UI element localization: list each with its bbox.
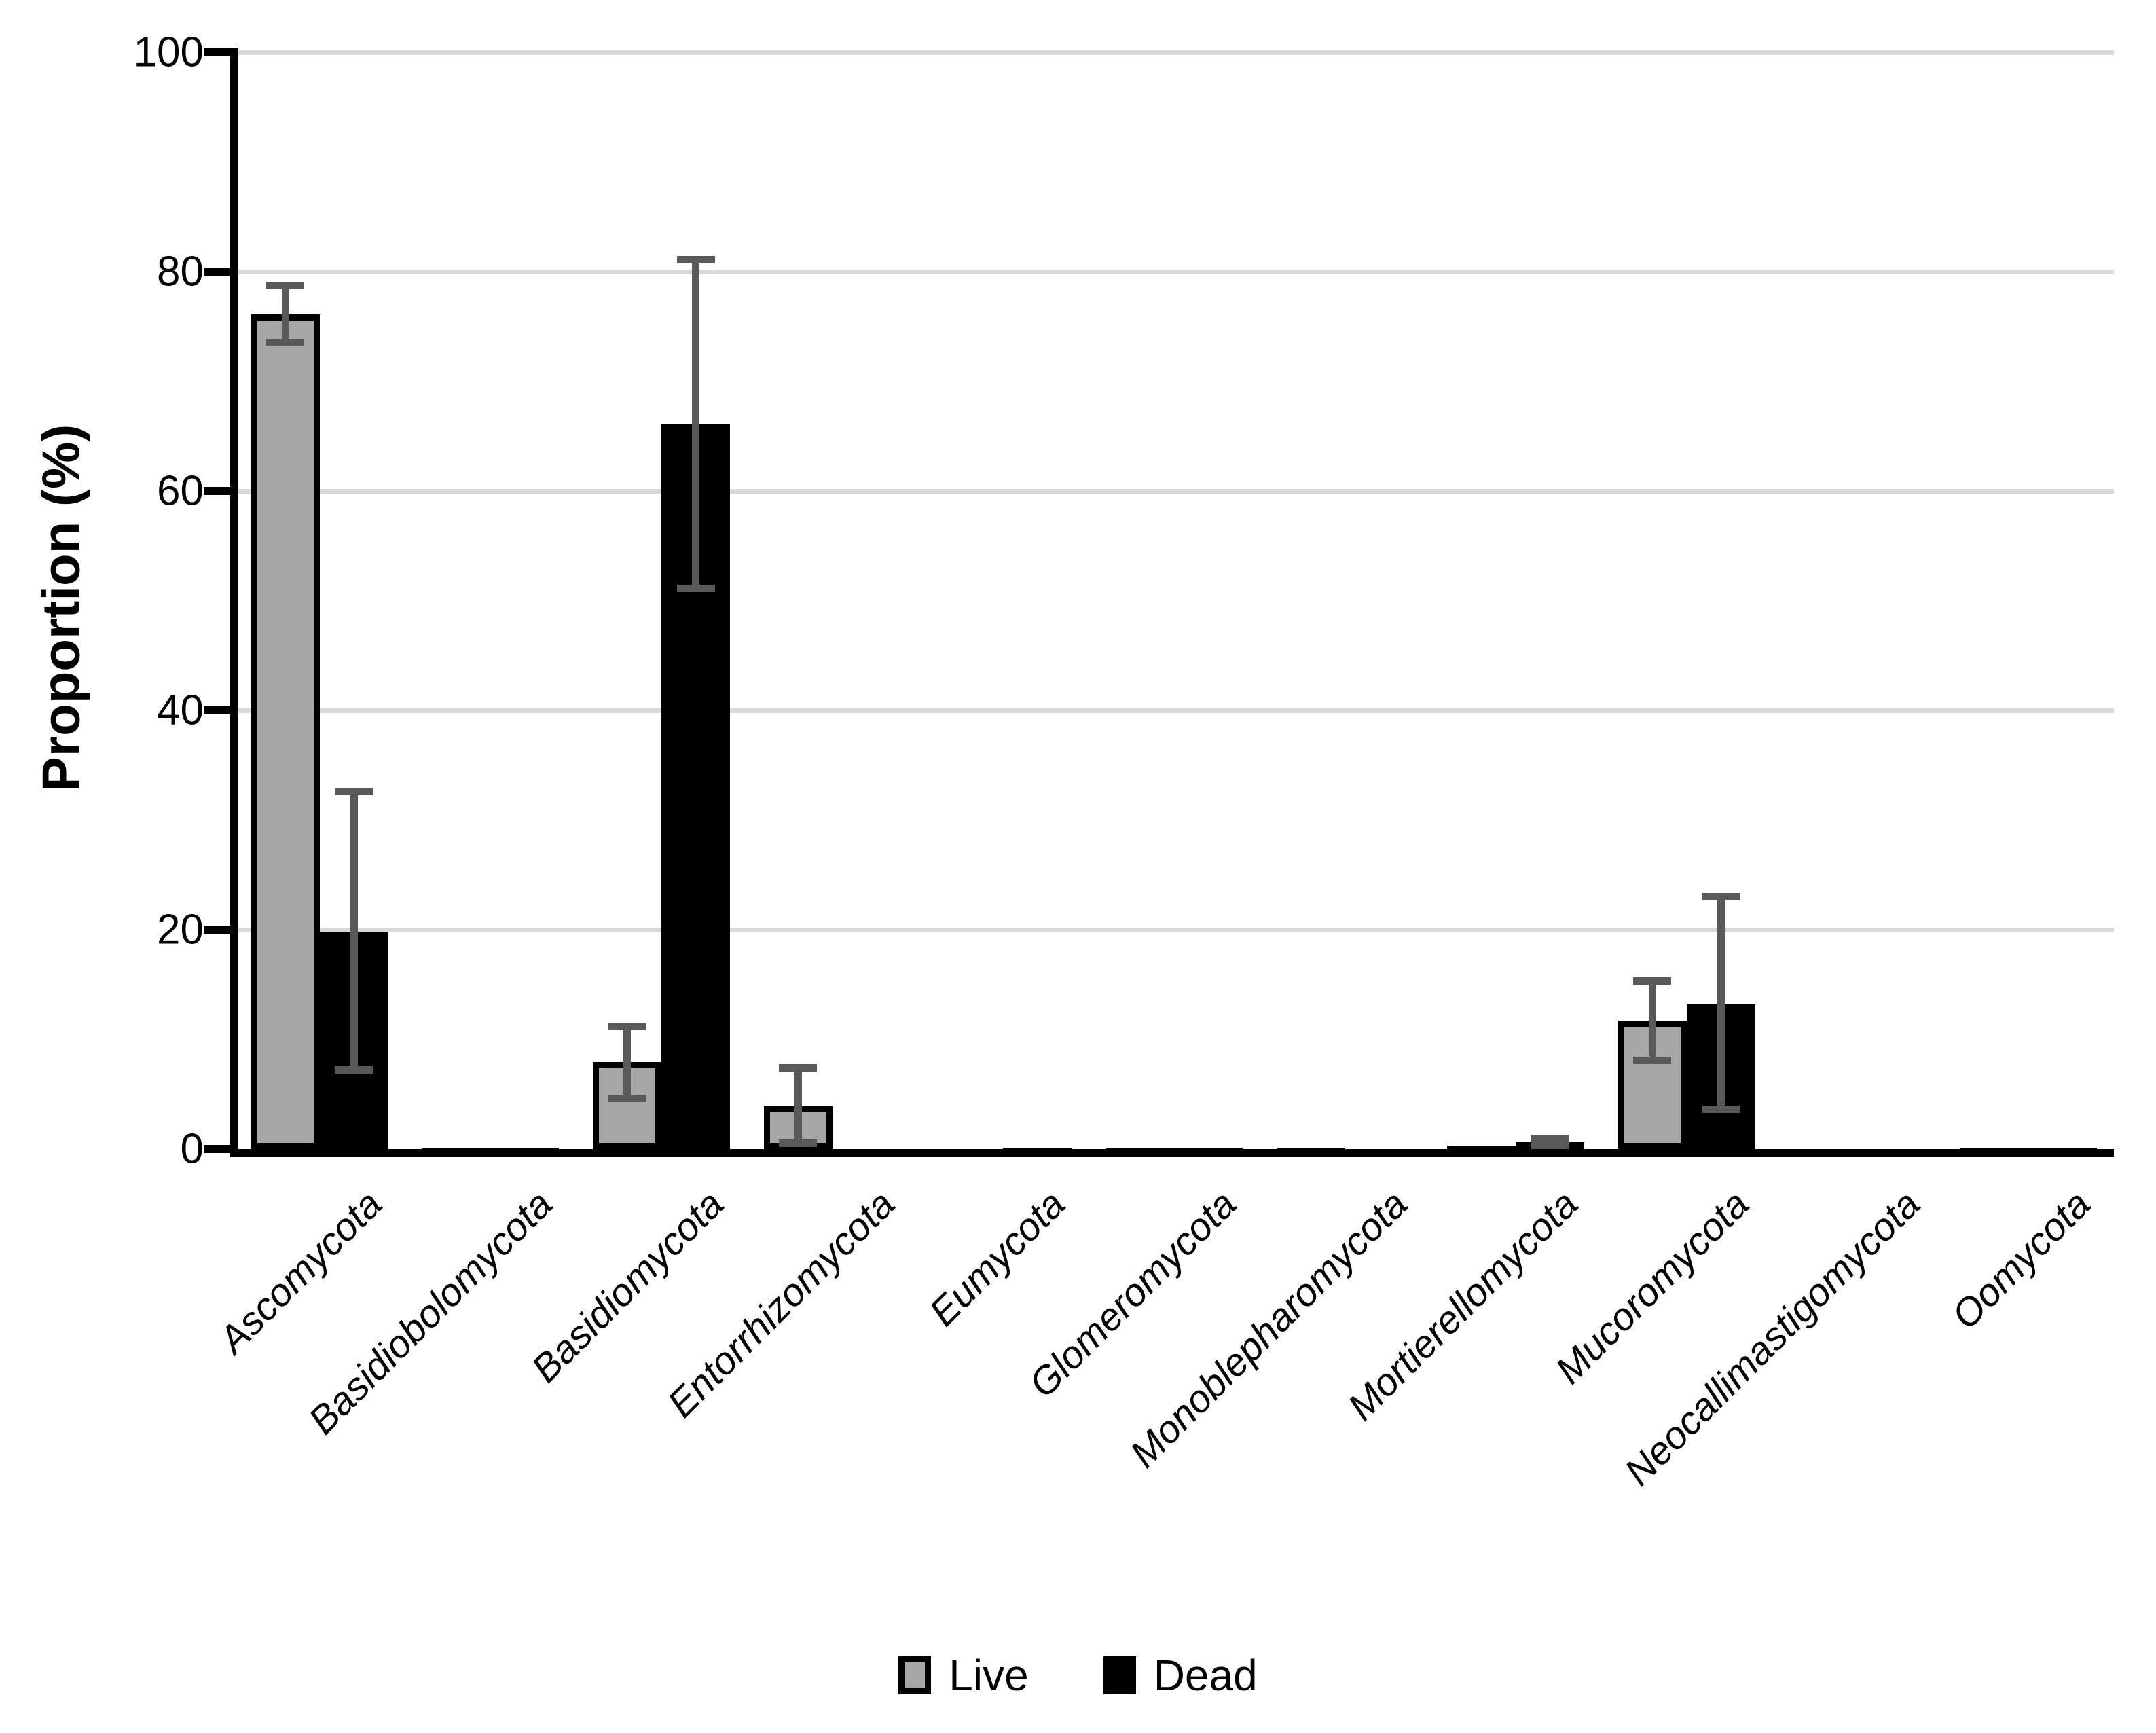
error-bar-live-Mucoromycota [1648,981,1656,1061]
gridline-20 [234,928,2114,932]
y-axis-tick-0 [204,1145,234,1153]
legend-swatch-dead [1103,1656,1136,1694]
error-bar-cap-bottom [676,585,715,593]
y-axis-tick-100 [204,48,234,56]
y-tick-label-100: 100 [133,29,204,76]
bar-live-Ascomycota [251,314,320,1149]
y-axis-tick-20 [204,926,234,934]
bar-live-Basidiobolomycota [422,1147,491,1149]
bar-dead-Glomeromycota [1174,1148,1243,1149]
error-bar-cap-top [266,282,305,290]
bar-live-Mortierellomycota [1447,1146,1516,1149]
x-category-label-Neocallimastigomycota: Neocallimastigomycota [1615,1182,1929,1495]
legend-item-dead: Dead [1103,1650,1258,1700]
gridline-80 [234,270,2114,274]
y-axis-line [230,48,238,1153]
y-tick-label-20: 20 [157,906,204,953]
error-bar-dead-Mucoromycota [1717,896,1725,1110]
error-bar-cap-bottom [608,1095,646,1103]
error-bar-cap-top [1702,893,1740,901]
y-axis-tick-40 [204,706,234,714]
x-category-label-Eumycota: Eumycota [921,1182,1074,1335]
error-bar-cap-top [335,788,373,795]
error-bar-cap-bottom [1531,1141,1569,1149]
bar-live-Monoblepharomycota [1276,1148,1345,1149]
x-category-label-Oomycota: Oomycota [1943,1182,2100,1338]
y-tick-label-40: 40 [157,687,204,734]
error-bar-cap-bottom [1702,1106,1740,1114]
legend-label-dead: Dead [1153,1651,1258,1700]
x-category-label-Ascomycota: Ascomycota [210,1182,390,1362]
y-tick-label-80: 80 [157,248,204,295]
legend-item-live: Live [898,1650,1029,1700]
gridline-40 [234,708,2114,713]
gridline-100 [234,50,2114,55]
error-bar-cap-top [608,1022,646,1030]
legend: Live Dead [0,1650,2156,1700]
bar-live-Glomeromycota [1106,1147,1174,1149]
legend-label-live: Live [949,1651,1029,1700]
error-bar-cap-bottom [335,1066,373,1074]
bar-dead-Eumycota [1003,1147,1072,1149]
error-bar-live-Entorrhizomycota [794,1068,802,1144]
error-bar-dead-Ascomycota [350,791,358,1070]
error-bar-cap-bottom [266,339,305,347]
error-bar-live-Basidiomycota [623,1026,632,1099]
error-bar-cap-top [779,1063,818,1072]
error-bar-cap-top [1531,1135,1569,1143]
error-bar-dead-Basidiomycota [692,259,700,589]
y-axis-tick-80 [204,268,234,276]
error-bar-cap-top [1633,977,1672,985]
error-bar-live-Ascomycota [281,285,289,343]
legend-swatch-live [898,1656,932,1694]
gridline-60 [234,489,2114,494]
x-category-label-Monoblepharomycota: Monoblepharomycota [1121,1182,1416,1476]
error-bar-cap-bottom [1633,1056,1672,1064]
x-axis-line [230,1149,2114,1157]
y-tick-label-60: 60 [157,467,204,515]
bar-live-Oomycota [1960,1147,2029,1149]
error-bar-cap-top [676,255,715,263]
error-bar-cap-bottom [779,1139,818,1148]
bar-dead-Basidiobolomycota [490,1147,560,1149]
y-tick-label-0: 0 [180,1125,204,1173]
y-axis-tick-60 [204,487,234,495]
bar-dead-Oomycota [2028,1148,2098,1149]
